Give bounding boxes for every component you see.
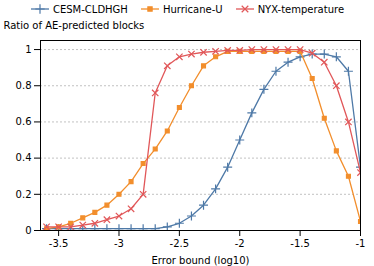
- svg-text:-3.5: -3.5: [49, 238, 69, 249]
- html-text:NYX-temperature: NYX-temperature: [257, 3, 344, 15]
- svg-text:-1.5: -1.5: [290, 238, 310, 249]
- svg-text:-1: -1: [356, 238, 366, 249]
- svg-text:1: 1: [25, 44, 31, 55]
- html-text:Hurricane-U: Hurricane-U: [162, 3, 223, 15]
- svg-text:-2.5: -2.5: [170, 238, 190, 249]
- svg-text:Ratio of AE-predicted blocks: Ratio of AE-predicted blocks: [4, 20, 145, 31]
- svg-text:Error bound (log10): Error bound (log10): [152, 255, 250, 266]
- svg-text:0.4: 0.4: [16, 152, 32, 163]
- svg-text:0: 0: [25, 225, 31, 236]
- svg-text:-2: -2: [235, 238, 245, 249]
- svg-text:0.2: 0.2: [16, 189, 32, 200]
- svg-text:0.6: 0.6: [16, 116, 32, 127]
- svg-text:-3: -3: [114, 238, 124, 249]
- svg-text:0.8: 0.8: [16, 80, 32, 91]
- html-text:CESM-CLDHGH: CESM-CLDHGH: [53, 3, 128, 15]
